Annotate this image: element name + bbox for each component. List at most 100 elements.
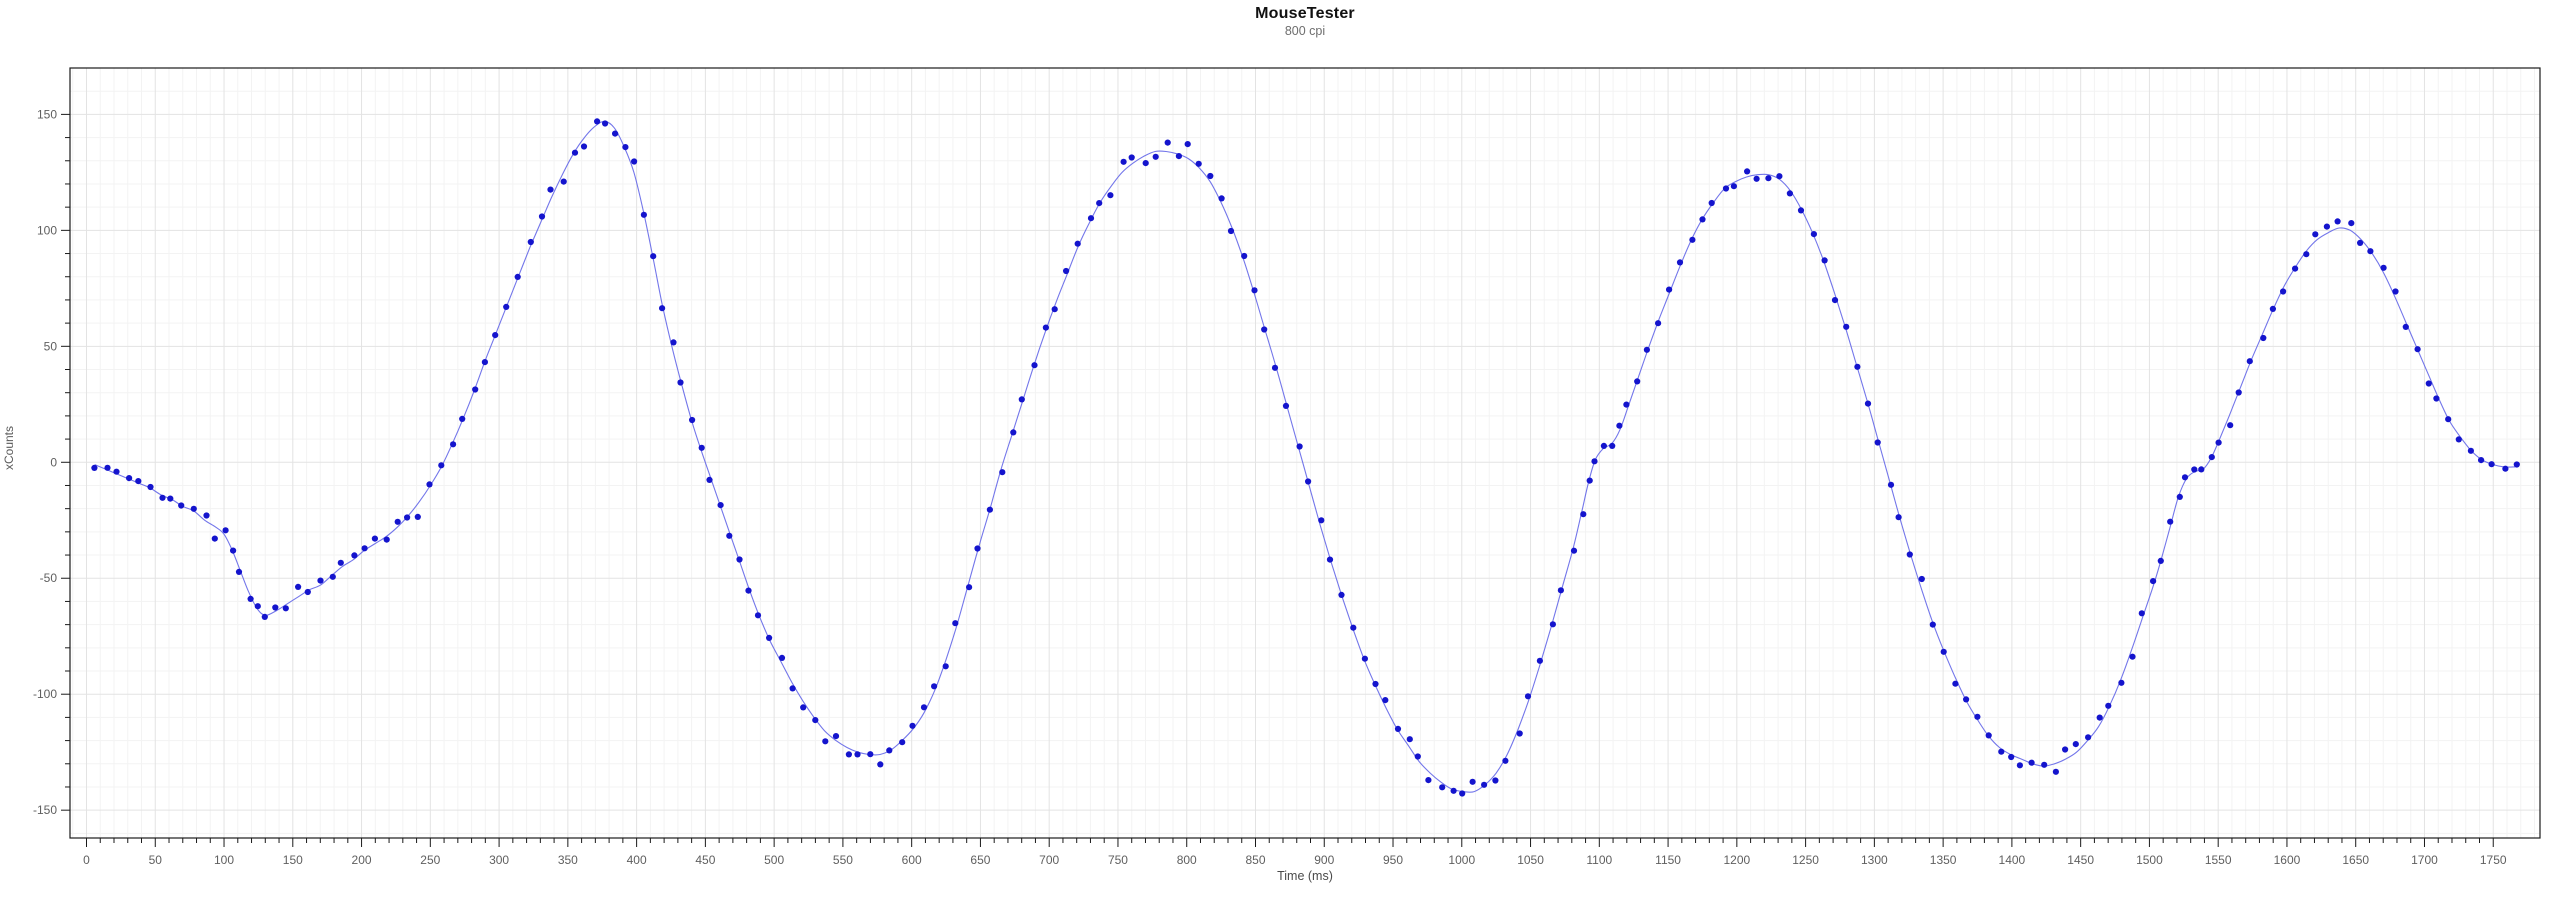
data-point — [1010, 429, 1017, 436]
x-tick-label: 400 — [627, 853, 647, 867]
data-point — [1305, 478, 1312, 485]
data-point — [1184, 141, 1191, 148]
data-point — [1164, 139, 1171, 146]
chart-subtitle: 800 cpi — [1284, 24, 1326, 38]
x-tick-label: 1000 — [1448, 853, 1475, 867]
data-point — [113, 468, 120, 475]
data-point — [2478, 457, 2485, 464]
data-point — [789, 685, 796, 692]
data-point — [952, 620, 959, 627]
data-point — [2334, 218, 2341, 225]
data-point — [966, 584, 973, 591]
data-point — [1251, 287, 1258, 294]
data-point — [1616, 422, 1623, 429]
data-point — [1655, 320, 1662, 327]
data-point — [2028, 759, 2035, 766]
data-point — [560, 178, 567, 185]
data-point — [135, 478, 142, 485]
data-point — [404, 514, 411, 521]
data-point — [1394, 725, 1402, 733]
data-point — [1282, 402, 1290, 409]
data-point — [254, 603, 261, 610]
data-point — [1382, 697, 1389, 704]
y-tick-label: 150 — [37, 107, 57, 121]
data-point — [514, 273, 521, 280]
data-point — [1570, 547, 1578, 554]
y-tick-label: 100 — [37, 223, 57, 237]
data-point — [1753, 175, 1760, 182]
data-point — [337, 559, 344, 566]
x-tick-label: 1700 — [2411, 853, 2438, 867]
x-tick-label: 900 — [1314, 853, 1334, 867]
data-point — [1940, 648, 1947, 655]
data-point — [1797, 207, 1805, 214]
data-point — [1128, 154, 1135, 161]
data-point — [247, 595, 254, 603]
data-point — [1318, 517, 1325, 524]
data-point — [1708, 199, 1715, 207]
data-point — [1481, 781, 1488, 788]
x-tick-label: 1200 — [1723, 853, 1750, 867]
data-point — [571, 149, 579, 156]
data-point — [1974, 713, 1981, 720]
data-point — [931, 683, 938, 690]
data-point — [426, 481, 433, 488]
data-point — [2072, 741, 2079, 748]
data-point — [1821, 257, 1828, 264]
data-point — [2357, 239, 2364, 246]
data-point — [351, 552, 358, 559]
x-tick-label: 1150 — [1655, 853, 1681, 867]
data-point — [1087, 215, 1095, 222]
data-point — [147, 483, 154, 491]
data-point — [2312, 231, 2319, 238]
data-point — [1042, 324, 1049, 331]
x-tick-label: 500 — [764, 853, 784, 867]
data-point — [1031, 362, 1038, 369]
data-point — [2488, 461, 2495, 468]
data-point — [1676, 259, 1684, 266]
data-point — [203, 512, 210, 519]
y-tick-label: -150 — [33, 803, 57, 817]
data-point — [754, 612, 762, 619]
data-point — [1218, 195, 1225, 202]
data-point — [1492, 777, 1499, 784]
x-tick-label: 550 — [833, 853, 853, 867]
data-point — [1296, 443, 1303, 450]
data-point — [1502, 757, 1509, 764]
data-point — [1985, 732, 1992, 739]
data-point — [1609, 442, 1616, 449]
data-point — [812, 717, 819, 724]
data-point — [1786, 190, 1793, 197]
data-point — [1207, 172, 1214, 180]
data-point — [1874, 439, 1881, 446]
data-point — [1524, 693, 1532, 700]
y-tick-label: 50 — [44, 339, 58, 353]
x-tick-label: 350 — [558, 853, 578, 867]
data-point — [2105, 702, 2112, 709]
data-point — [822, 738, 829, 745]
data-point — [717, 502, 724, 509]
data-point — [886, 747, 893, 754]
data-point — [1600, 442, 1607, 449]
data-point — [2303, 251, 2310, 258]
data-point — [706, 476, 713, 483]
data-point — [867, 751, 874, 758]
data-point — [438, 462, 445, 469]
data-points — [91, 118, 2520, 797]
data-point — [1744, 168, 1751, 175]
data-point — [2008, 753, 2015, 761]
data-point — [845, 751, 853, 758]
data-point — [1623, 401, 1630, 408]
data-point — [778, 654, 786, 662]
data-point — [1699, 216, 1706, 223]
x-tick-label: 950 — [1383, 853, 1403, 867]
data-point — [2118, 679, 2125, 686]
data-point — [2150, 578, 2157, 585]
data-point — [1425, 777, 1432, 784]
data-point — [1271, 364, 1279, 371]
x-tick-label: 700 — [1039, 853, 1059, 867]
data-point — [2016, 762, 2023, 769]
data-point — [2138, 610, 2145, 617]
data-point — [472, 386, 479, 393]
data-point — [631, 158, 638, 165]
